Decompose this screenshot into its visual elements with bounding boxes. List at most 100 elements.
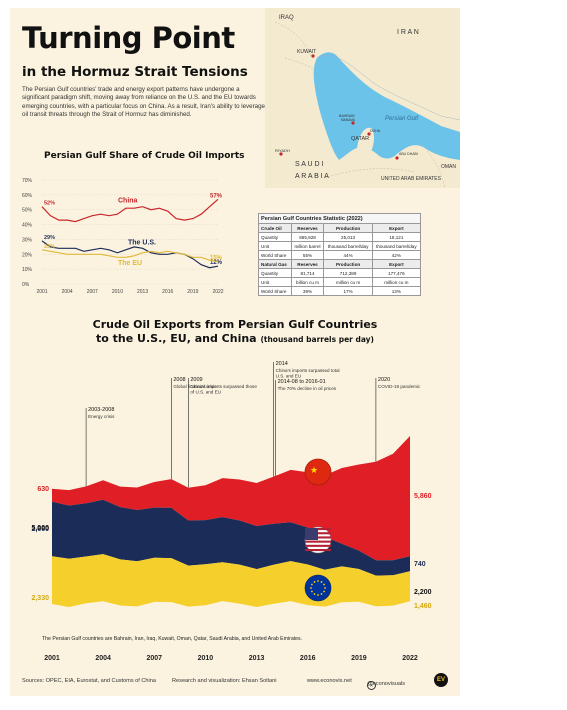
exports-chart-title: Crude Oil Exports from Persian Gulf Coun… — [40, 318, 430, 346]
page-title: Turning Point — [22, 21, 235, 55]
share-chart-title: Persian Gulf Share of Crude Oil Imports — [44, 151, 245, 161]
area-x-tick: 2010 — [198, 655, 214, 662]
map-label-doha: DOHA — [370, 129, 381, 133]
map-border-lines — [274, 21, 446, 188]
share-chart-x-tick: 2004 — [62, 289, 73, 295]
stats-cell: 55% — [290, 250, 325, 260]
annotation-text: Energy crisis — [88, 414, 115, 419]
share-end-label: 57% — [210, 193, 223, 199]
annotation-text: The 70% decline in oil prices — [278, 386, 337, 391]
share-chart-x-tick: 2013 — [137, 289, 148, 295]
annotation-text: U.S. and EU — [276, 374, 302, 379]
stats-section-header: Natural Gas — [258, 259, 292, 269]
share-chart-x-tick: 2022 — [212, 289, 223, 295]
annotation-date: 2008 — [173, 377, 185, 383]
share-chart-y-tick: 70% — [22, 178, 33, 184]
stats-row-label: Quantity — [258, 232, 292, 242]
map-city-manama — [351, 121, 355, 125]
share-chart-y-tick: 40% — [22, 223, 33, 229]
statistics-table: Persian Gulf Countries Statistic (2022) C… — [258, 213, 422, 296]
intro-paragraph: The Persian Gulf countries' trade and en… — [22, 86, 265, 119]
share-chart-x-tick: 2016 — [162, 289, 173, 295]
share-chart-x-tick: 2001 — [36, 289, 47, 295]
annotation-text: China's imports surpassed total — [276, 368, 340, 373]
stats-cell: 44% — [323, 250, 373, 260]
annotation-text: COVID-19 pandemic — [378, 384, 421, 389]
share-line-theeu — [41, 249, 219, 263]
annotation-date: 2014-08 to 2016-01 — [278, 379, 326, 385]
annotation-text: Global financial crisis — [173, 384, 217, 389]
share-chart-y-tick: 0% — [22, 282, 30, 288]
footer-website[interactable]: www.econovis.net — [307, 678, 352, 684]
map-label-persian-gulf: Persian Gulf — [385, 116, 419, 122]
table-row: Quantity 865,928 25,013 18,121 — [258, 232, 422, 242]
area-x-tick: 2022 — [402, 655, 418, 662]
share-series-name: China — [118, 198, 138, 205]
map-label-kuwait: KUWAIT — [297, 49, 316, 55]
share-chart-y-tick: 60% — [22, 193, 33, 199]
stats-column-header: Reserves — [290, 259, 325, 269]
map-city-doha — [367, 132, 371, 136]
map-label-arabia: A R A B I A — [295, 173, 329, 180]
area-start-label: 630 — [37, 486, 49, 493]
area-x-tick: 2016 — [300, 655, 316, 662]
share-start-label: 23% — [44, 244, 55, 250]
stats-cell: thousand barrel/day — [323, 241, 373, 251]
share-line-china — [41, 198, 219, 223]
map-label-saudi: S A U D I — [295, 161, 323, 168]
table-row: World Share 55% 44% 42% — [258, 250, 422, 260]
map-city-kuwait — [311, 54, 315, 58]
exports-chart-title-line1: Crude Oil Exports from Persian Gulf Coun… — [92, 318, 378, 331]
area-end-label: 1,460 — [414, 603, 432, 610]
area-right-total-label: 2,200 — [414, 589, 432, 596]
x-logo-icon: ✕ — [367, 681, 376, 690]
footnote: The Persian Gulf countries are Bahrain, … — [42, 636, 303, 642]
stats-cell: 177,476 — [371, 268, 422, 278]
usa-flag-icon — [304, 526, 332, 554]
stats-table-caption: Persian Gulf Countries Statistic (2022) — [258, 213, 421, 224]
map-persian-gulf-water — [313, 52, 460, 160]
area-x-tick: 2004 — [95, 655, 111, 662]
share-start-label: 29% — [44, 235, 55, 241]
area-x-tick: 2007 — [146, 655, 162, 662]
share-chart-y-tick: 30% — [22, 237, 33, 243]
page-subtitle: in the Hormuz Strait Tensions — [22, 64, 248, 80]
stats-cell: 39% — [290, 286, 325, 296]
stats-cell: million cu m — [323, 277, 373, 287]
map-label-oman: OMAN — [441, 164, 456, 170]
share-chart-x-tick: 2007 — [87, 289, 98, 295]
area-x-tick: 2001 — [44, 655, 60, 662]
share-chart-y-tick: 20% — [22, 252, 33, 258]
map-city-abu-dhabi — [395, 156, 399, 160]
hormuz-map: IRAQ KUWAIT I R A N BAHRAIN MANAMA DOHA … — [265, 8, 460, 188]
share-series-name: The U.S. — [128, 239, 156, 246]
svg-text:★: ★ — [310, 465, 318, 475]
stats-cell: 17% — [323, 286, 373, 296]
exports-chart-title-line2: to the U.S., EU, and China — [96, 331, 257, 345]
stats-cell: 712,389 — [323, 268, 373, 278]
area-end-label: 5,860 — [414, 493, 432, 500]
annotation-text: China's imports surpassed those — [190, 384, 257, 389]
table-row: Unit billion cu m million cu m million cu m — [258, 277, 422, 287]
share-chart-y-tick: 10% — [22, 267, 33, 273]
share-chart-x-tick: 2019 — [187, 289, 198, 295]
stats-column-header: Export — [371, 259, 422, 269]
footer: Sources: OPEC, EIA, Eurostat, and Custom… — [22, 673, 448, 690]
annotation-date: 2014 — [276, 361, 288, 367]
area-start-label: 2,330 — [31, 595, 49, 602]
area-x-tick: 2019 — [351, 655, 367, 662]
china-flag-icon: ★ — [304, 458, 332, 486]
stats-column-header: Production — [323, 259, 373, 269]
exports-chart-unit: (thousand barrels per day) — [260, 334, 374, 344]
stats-cell: 25,013 — [323, 232, 373, 242]
stats-cell: 42% — [371, 250, 422, 260]
map-label-manama: MANAMA — [341, 118, 356, 122]
share-line-chart: 70% 60% 50% 40% 30% 20% 10% 0% 2001 2004 2007 2010 2… — [22, 178, 224, 295]
annotation-text: of U.S. and EU — [190, 390, 221, 395]
stats-cell: 18,121 — [371, 232, 422, 242]
annotation-date: 2003-2008 — [88, 407, 114, 413]
stats-cell: thousand barrel/day — [371, 241, 422, 251]
area-end-label: 740 — [414, 561, 426, 568]
share-chart-x-tick: 2010 — [112, 289, 123, 295]
share-series-name: The EU — [118, 260, 142, 267]
